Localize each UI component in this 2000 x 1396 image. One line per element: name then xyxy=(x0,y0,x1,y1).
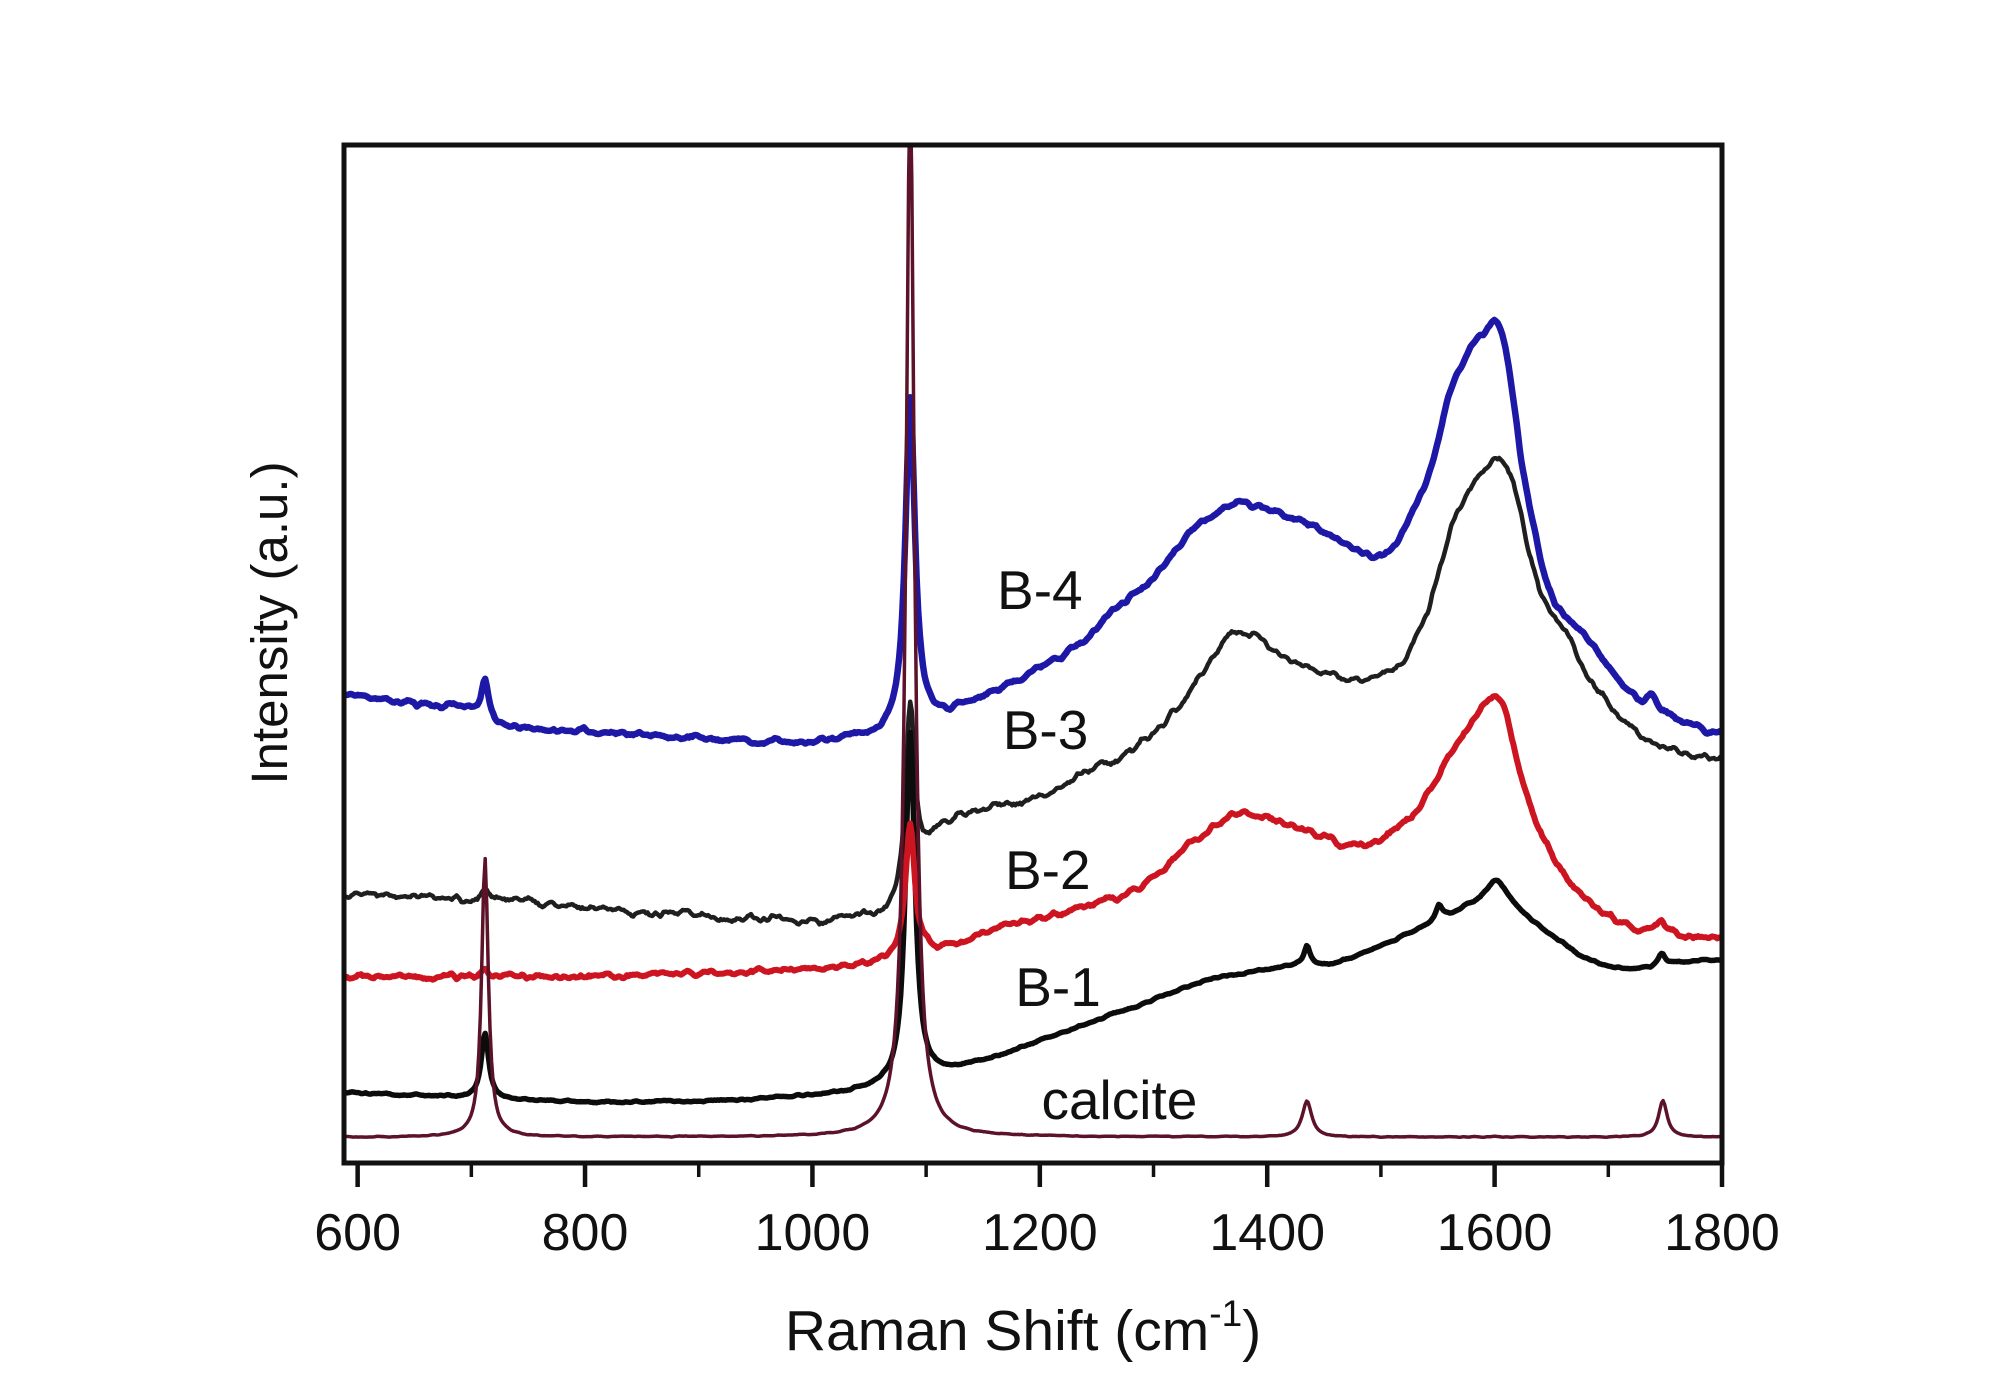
series-curve-b-1 xyxy=(346,729,1720,1106)
x-tick-label-600: 600 xyxy=(314,1204,401,1262)
x-axis-tick-labels: 600 800 1000 1200 1400 1600 1800 xyxy=(314,1204,1780,1262)
series-curve-b-2 xyxy=(346,693,1720,983)
x-axis-ticks xyxy=(355,1163,1725,1187)
series-curve-calcite xyxy=(346,147,1720,1140)
x-tick-label-1000: 1000 xyxy=(755,1204,871,1262)
series-labels: B-4 B-3 B-2 B-1 calcite xyxy=(997,559,1197,1131)
series-label-b-3: B-3 xyxy=(1003,699,1089,761)
x-axis-title: Raman Shift (cm-1) xyxy=(785,1293,1261,1363)
curves-layer xyxy=(346,147,1720,1140)
x-tick-label-1200: 1200 xyxy=(982,1204,1098,1262)
x-tick-label-1400: 1400 xyxy=(1209,1204,1325,1262)
plot-frame xyxy=(341,142,1725,1166)
series-curve-b-4 xyxy=(346,316,1720,748)
x-tick-label-1600: 1600 xyxy=(1437,1204,1553,1262)
series-label-b-2: B-2 xyxy=(1005,839,1091,901)
series-label-calcite: calcite xyxy=(1041,1069,1197,1131)
series-curve-b-3 xyxy=(346,455,1720,927)
x-tick-label-1800: 1800 xyxy=(1664,1204,1780,1262)
y-axis-title: Intensity (a.u.) xyxy=(241,461,298,784)
series-label-b-4: B-4 xyxy=(997,559,1083,621)
series-label-b-1: B-1 xyxy=(1015,956,1101,1018)
x-tick-label-800: 800 xyxy=(542,1204,629,1262)
